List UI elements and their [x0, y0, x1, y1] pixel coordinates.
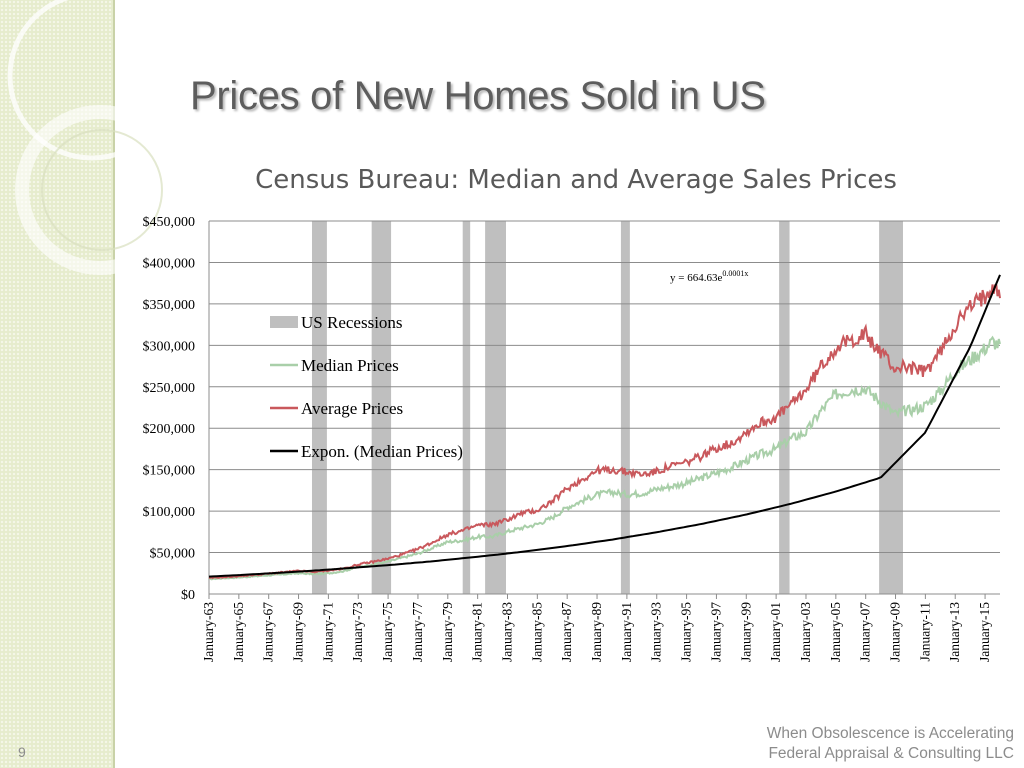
y-tick-label-2: $100,000	[143, 505, 196, 520]
y-tick-label-9: $450,000	[143, 215, 196, 230]
x-tick-label-4: January-71	[320, 602, 335, 662]
data-series	[208, 274, 1001, 581]
x-tick-label-0: January-63	[201, 602, 216, 662]
y-tick-label-4: $200,000	[143, 422, 196, 437]
recession-band-0	[311, 221, 327, 594]
x-tick-label-20: January-03	[798, 602, 813, 662]
decorative-arcs	[7, 0, 185, 275]
tick-labels: $0 $50,000 $100,000 $150,000 $200,000 $250,00…	[143, 215, 993, 662]
recession-band-3	[485, 221, 506, 594]
slide-title: Prices of New Homes Sold in US	[190, 74, 766, 118]
equation-base: y = 664.63e	[670, 272, 722, 284]
x-tick-label-21: January-05	[828, 602, 843, 662]
legend-swatch-0	[270, 316, 298, 328]
series-median-prices	[208, 335, 1001, 581]
x-tick-label-9: January-81	[470, 602, 485, 662]
series-expon-trendline	[208, 274, 1001, 578]
x-tick-label-2: January-67	[261, 602, 276, 662]
recession-band-6	[879, 221, 903, 594]
legend-label-1: Median Prices	[301, 356, 399, 375]
x-tick-label-16: January-95	[679, 602, 694, 662]
x-tick-label-19: January-01	[768, 602, 783, 662]
axes	[208, 221, 1000, 599]
y-tick-label-7: $350,000	[143, 298, 196, 313]
recession-band-2	[462, 221, 471, 594]
x-tick-label-1: January-65	[231, 602, 246, 662]
legend: US Recessions Median Prices Average Prices…	[270, 313, 463, 461]
sidebar-divider	[113, 0, 115, 768]
x-tick-label-10: January-83	[499, 602, 514, 662]
legend-label-3: Expon. (Median Prices)	[301, 442, 463, 461]
recession-band-4	[620, 221, 630, 594]
y-tick-label-6: $300,000	[143, 339, 196, 354]
x-tick-label-14: January-91	[619, 602, 634, 662]
x-tick-label-3: January-69	[291, 602, 306, 662]
equation-exponent: 0.0001x	[722, 269, 748, 278]
x-tick-label-22: January-07	[858, 602, 873, 662]
x-tick-label-25: January-13	[947, 602, 962, 662]
x-tick-label-11: January-85	[529, 602, 544, 662]
x-tick-label-15: January-93	[649, 602, 664, 662]
x-tick-label-17: January-97	[708, 602, 723, 662]
trendline-equation: y = 664.63e0.0001x	[670, 269, 748, 284]
x-tick-label-18: January-99	[738, 602, 753, 662]
x-tick-label-7: January-77	[410, 602, 425, 662]
x-tick-label-8: January-79	[440, 602, 455, 662]
chart-title: Census Bureau: Median and Average Sales …	[255, 165, 897, 195]
footer-line-2: Federal Appraisal & Consulting LLC	[768, 745, 1014, 762]
y-tick-label-0: $0	[181, 588, 195, 603]
recession-band-1	[371, 221, 392, 594]
x-tick-label-13: January-89	[589, 602, 604, 662]
y-tick-label-3: $150,000	[143, 464, 196, 479]
x-tick-label-26: January-15	[977, 602, 992, 662]
y-tick-label-1: $50,000	[150, 547, 196, 562]
x-tick-label-24: January-11	[917, 602, 932, 661]
x-tick-label-12: January-87	[559, 602, 574, 662]
y-tick-label-8: $400,000	[143, 256, 196, 271]
x-tick-label-23: January-09	[888, 602, 903, 662]
legend-label-0: US Recessions	[301, 313, 403, 332]
footer-line-1: When Obsolescence is Accelerating	[766, 725, 1014, 742]
y-tick-label-5: $250,000	[143, 381, 196, 396]
legend-label-2: Average Prices	[301, 399, 403, 418]
x-tick-label-6: January-75	[380, 602, 395, 662]
x-tick-label-5: January-73	[350, 602, 365, 662]
slide-number: 9	[18, 744, 26, 760]
